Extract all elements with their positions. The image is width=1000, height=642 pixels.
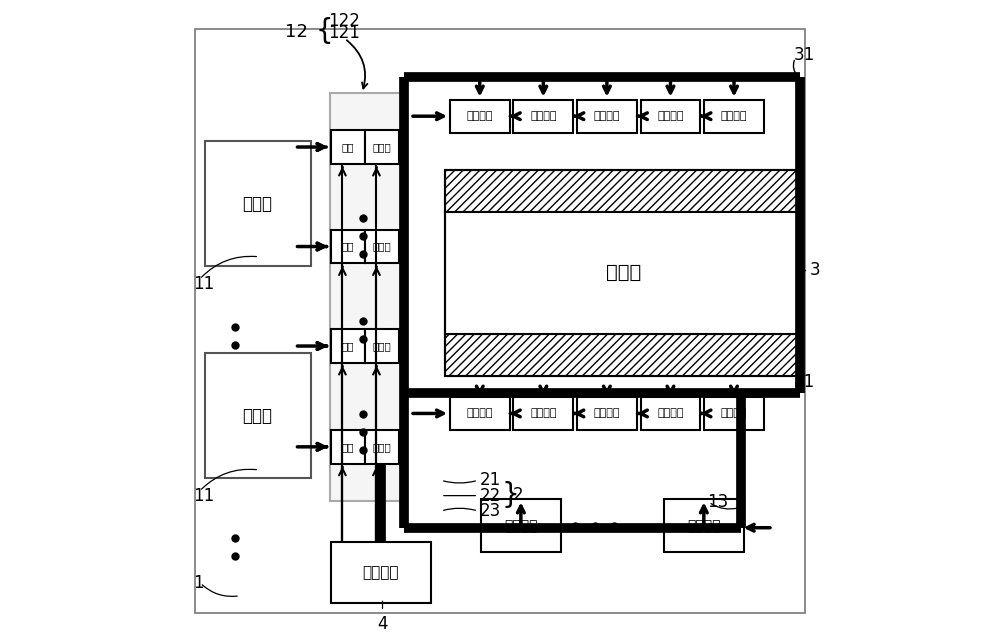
Bar: [365, 130, 399, 164]
Text: 4: 4: [377, 615, 388, 633]
Text: 压裂泵: 压裂泵: [606, 263, 641, 282]
Text: 齿轮泵: 齿轮泵: [372, 442, 391, 452]
Text: 齿轮泵: 齿轮泵: [372, 341, 391, 351]
Text: 21: 21: [479, 471, 501, 489]
Bar: [445, 212, 802, 334]
Bar: [664, 499, 744, 552]
Bar: [704, 100, 764, 133]
Text: 液压马达: 液压马达: [530, 111, 557, 121]
Bar: [481, 499, 561, 552]
Text: 液压油筒: 液压油筒: [363, 566, 399, 580]
Bar: [641, 100, 700, 133]
Text: 风冷马达: 风冷马达: [504, 519, 538, 533]
Text: 121: 121: [328, 24, 360, 42]
Text: 齿轮泵: 齿轮泵: [372, 142, 391, 152]
Text: 12: 12: [285, 23, 307, 41]
Text: 31: 31: [794, 46, 815, 64]
Text: 液压马达: 液压马达: [594, 111, 620, 121]
Bar: [365, 430, 399, 464]
Text: 1: 1: [193, 574, 204, 592]
Bar: [331, 430, 365, 464]
Text: 发动机: 发动机: [243, 406, 273, 425]
Text: 2: 2: [513, 486, 523, 504]
Bar: [331, 542, 431, 603]
Text: 液压马达: 液压马达: [594, 408, 620, 419]
Bar: [641, 397, 700, 430]
Text: 13: 13: [707, 493, 728, 511]
Text: 油泵: 油泵: [341, 142, 354, 152]
Text: 发动机: 发动机: [243, 195, 273, 213]
Text: 油泵: 油泵: [341, 442, 354, 452]
Text: 11: 11: [193, 275, 214, 293]
Bar: [704, 397, 764, 430]
Text: 液压马达: 液压马达: [467, 408, 493, 419]
Bar: [577, 100, 637, 133]
Bar: [331, 130, 365, 164]
Text: 3: 3: [809, 261, 820, 279]
Text: 液压马达: 液压马达: [657, 111, 684, 121]
Bar: [331, 329, 365, 363]
Bar: [331, 230, 365, 263]
Bar: [450, 100, 510, 133]
Text: 油泵: 油泵: [341, 341, 354, 351]
Text: 齿轮泵: 齿轮泵: [372, 241, 391, 252]
Bar: [450, 397, 510, 430]
Text: 液压马达: 液压马达: [530, 408, 557, 419]
Bar: [365, 230, 399, 263]
Text: 油泵: 油泵: [341, 241, 354, 252]
Bar: [577, 397, 637, 430]
Bar: [445, 170, 802, 376]
Text: 23: 23: [479, 502, 501, 520]
Text: 液压马达: 液压马达: [721, 111, 747, 121]
Bar: [445, 170, 802, 212]
Text: 31: 31: [794, 373, 815, 391]
Text: 液压马达: 液压马达: [657, 408, 684, 419]
Bar: [365, 329, 399, 363]
Bar: [513, 397, 573, 430]
Bar: [513, 100, 573, 133]
Text: 11: 11: [193, 487, 214, 505]
Text: 风冷马达: 风冷马达: [687, 519, 721, 533]
Text: 122: 122: [328, 12, 360, 30]
Text: 22: 22: [479, 487, 501, 505]
Bar: [205, 141, 311, 266]
Bar: [205, 353, 311, 478]
Text: {: {: [315, 17, 333, 45]
Text: }: }: [501, 481, 519, 509]
Bar: [330, 93, 404, 501]
Bar: [445, 334, 802, 376]
Text: 液压马达: 液压马达: [467, 111, 493, 121]
Text: 液压马达: 液压马达: [721, 408, 747, 419]
